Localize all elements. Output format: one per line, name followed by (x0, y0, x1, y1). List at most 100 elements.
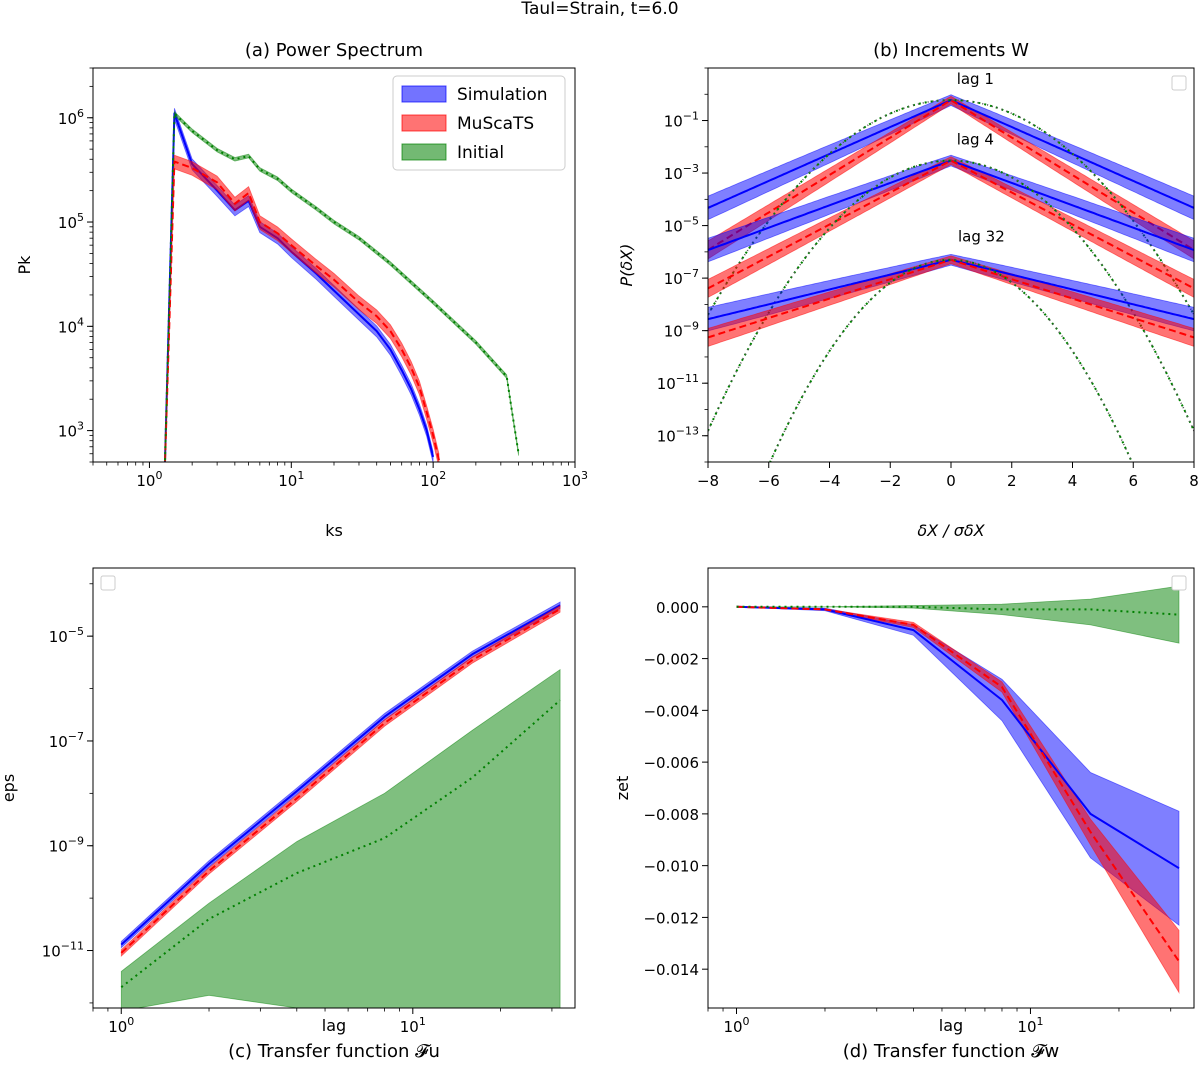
y-tick-label: −0.014 (643, 961, 699, 979)
tick-base: 10 (664, 113, 683, 131)
tick-exponent: 3 (581, 469, 588, 482)
legend: Simulation MuScaTS Initial (392, 75, 566, 171)
tick-exponent: 3 (77, 420, 84, 433)
tick-base: 10 (49, 628, 68, 646)
legend-swatch-initial (401, 143, 447, 161)
tick-base: 10 (58, 214, 77, 232)
tick-base: 10 (49, 838, 68, 856)
x-tick-label: −2 (879, 472, 901, 490)
y-tick-label: −0.004 (643, 702, 699, 720)
legend-swatch-simulation (401, 85, 447, 103)
pdf-group-2 (708, 154, 1194, 432)
legend-label-muscats: MuScaTS (457, 114, 534, 134)
y-tick-label: 103 (58, 420, 84, 441)
series-line-muscats (708, 99, 1194, 251)
x-tick-label: 4 (1068, 472, 1078, 490)
y-tick-label: −0.012 (643, 909, 699, 927)
tick-base: 10 (1017, 1018, 1036, 1036)
gaussian-reference-line (708, 159, 1194, 432)
tick-exponent: 6 (77, 107, 84, 120)
y-tick-label: 104 (58, 315, 84, 336)
chart-title: (d) Transfer function 𝓕w (843, 1041, 1060, 1062)
y-tick-label: 10−13 (657, 425, 699, 446)
x-axis-c: 100 101 (92, 1008, 553, 1036)
x-axis-label: lag (939, 1016, 963, 1035)
tick-exponent: −13 (676, 425, 699, 438)
x-tick-label: 101 (400, 1015, 426, 1036)
x-tick-label: 103 (562, 469, 588, 490)
y-tick-label: −0.006 (643, 754, 699, 772)
y-tick-label: −0.002 (643, 651, 699, 669)
axes-frame (707, 567, 1195, 1009)
tick-exponent: 1 (419, 1015, 426, 1028)
tick-exponent: −3 (683, 162, 699, 175)
y-tick-label: 105 (58, 211, 84, 232)
chart-title: (c) Transfer function 𝓕u (228, 1041, 440, 1062)
x-tick-label: 2 (1007, 472, 1017, 490)
x-tick-label: −8 (697, 472, 719, 490)
tick-exponent: −1 (683, 110, 699, 123)
y-tick-label: −0.010 (643, 858, 699, 876)
band-simulation (708, 94, 1194, 221)
tick-exponent: −7 (68, 730, 84, 743)
tick-base: 10 (108, 1018, 127, 1036)
series-line-simulation (708, 99, 1194, 209)
band-initial (120, 668, 561, 1008)
plot-area-c (120, 601, 561, 1008)
tick-base: 10 (42, 943, 61, 961)
plot-area-d (736, 585, 1180, 994)
lag-annotation: lag 4 (957, 131, 994, 149)
tick-base: 10 (49, 733, 68, 751)
band-muscats (120, 605, 561, 958)
tick-base: 10 (420, 472, 439, 490)
y-tick-label: 106 (58, 107, 84, 128)
x-tick-label: 8 (1189, 472, 1199, 490)
y-tick-label: 10−3 (664, 162, 699, 183)
tick-exponent: 0 (127, 1015, 134, 1028)
empty-legend (100, 575, 116, 591)
tick-base: 10 (664, 270, 683, 288)
chart-title: (b) Increments W (873, 40, 1029, 61)
chart-title: (a) Power Spectrum (245, 40, 423, 61)
tick-exponent: −5 (683, 215, 699, 228)
chart-panel-d: 100 1010.000−0.002−0.004−0.006−0.008−0.01… (613, 567, 1195, 1062)
band-muscats (708, 156, 1194, 298)
y-tick-label: −0.008 (643, 806, 699, 824)
tick-base: 10 (664, 323, 683, 341)
gaussian-reference-line (769, 259, 1133, 462)
x-axis-d: 100 101 (707, 1008, 1172, 1036)
x-tick-label: 100 (723, 1015, 749, 1036)
plot-area-b (708, 94, 1194, 462)
tick-exponent: −11 (676, 372, 699, 385)
y-tick-label: 10−9 (664, 320, 699, 341)
tick-exponent: 0 (155, 469, 162, 482)
plot-area-a (163, 108, 520, 462)
x-tick-label: 101 (278, 469, 304, 490)
x-tick-label: 100 (136, 469, 162, 490)
series-line-simulation (736, 605, 1180, 870)
x-tick-label: 102 (420, 469, 446, 490)
empty-legend (1171, 75, 1187, 91)
tick-exponent: −7 (683, 267, 699, 280)
tick-base: 10 (58, 423, 77, 441)
x-tick-label: 101 (1017, 1015, 1043, 1036)
y-tick-label: 10−5 (49, 625, 84, 646)
tick-base: 10 (723, 1018, 742, 1036)
tick-exponent: 4 (77, 315, 84, 328)
x-axis-label: lag (322, 1016, 346, 1035)
band-muscats (736, 606, 1180, 994)
series-line-initial (736, 605, 1180, 616)
x-tick-label: 100 (108, 1015, 134, 1036)
axes-frame (92, 567, 576, 1009)
y-tick-label: 10−5 (664, 215, 699, 236)
tick-exponent: −9 (683, 320, 699, 333)
tick-exponent: −11 (61, 940, 84, 953)
empty-legend (1171, 575, 1187, 591)
tick-base: 10 (136, 472, 155, 490)
tick-exponent: 1 (1037, 1015, 1044, 1028)
band-muscats (164, 154, 440, 462)
series-line-muscats (708, 159, 1194, 290)
y-tick-label: 10−7 (664, 267, 699, 288)
